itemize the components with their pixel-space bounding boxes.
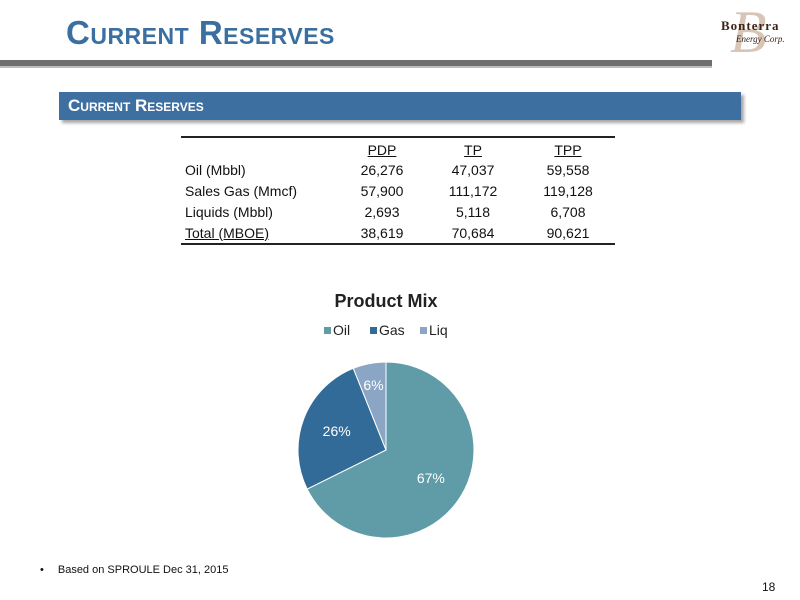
pie-slice-liq [352, 361, 387, 451]
table-cell: 70,684 [425, 222, 521, 245]
logo-subtitle: Energy Corp. [736, 34, 785, 44]
pie-slice-oil [306, 361, 475, 539]
legend-label-oil: Oil [333, 322, 350, 338]
section-heading: Current Reserves [68, 96, 204, 115]
legend-label-liq: Liq [429, 322, 448, 338]
pie-slice-labels: 67% 26% 6% [323, 377, 445, 486]
pie-slice-gas [297, 367, 387, 490]
product-mix-pie-chart: Product Mix Oil Gas Liq 67% 26% 6% [297, 291, 475, 539]
pie-slices [297, 361, 475, 539]
slice-label-oil: 67% [417, 470, 445, 486]
table-cell: 47,037 [451, 161, 495, 178]
table-cell: 111,172 [448, 182, 498, 199]
slice-label-liq: 6% [363, 377, 383, 393]
chart-title: Product Mix [334, 291, 437, 311]
footnote: • Based on SPROULE Dec 31, 2015 [40, 564, 228, 576]
table-cell: 90,621 [521, 222, 615, 245]
footnote-text: Based on SPROULE Dec 31, 2015 [57, 564, 229, 576]
row-label: Sales Gas (Mmcf) [185, 182, 298, 199]
slice-label-gas: 26% [323, 423, 351, 439]
legend-swatch-oil [324, 327, 331, 334]
table-cell: 5,118 [456, 203, 490, 220]
title-rule-shadow [0, 66, 712, 68]
logo-name: Bonterra [721, 18, 780, 33]
table-cell: 26,276 [360, 161, 404, 178]
legend-label-gas: Gas [379, 322, 405, 338]
table-cell: 59,558 [546, 161, 590, 178]
row-label: Total (MBOE) [181, 222, 339, 245]
row-label: Liquids (Mbbl) [185, 203, 273, 220]
table-cell: 2,693 [364, 203, 400, 220]
table-header-cell: PDP [339, 136, 425, 159]
table-cell: 57,900 [360, 182, 404, 199]
bonterra-logo: B Bonterra Energy Corp. [712, 0, 794, 65]
table-header-cell [181, 136, 339, 159]
chart-legend: Oil Gas Liq [324, 322, 448, 338]
table-row: Liquids (Mbbl) 2,693 5,118 6,708 [181, 201, 615, 222]
table-row: Sales Gas (Mmcf) 57,900 111,172 119,128 [181, 180, 615, 201]
reserves-table: PDP TP TPP Oil (Mbbl) 26,276 47,037 59,5… [181, 136, 615, 245]
table-cell: 119,128 [543, 182, 593, 199]
title-rule [0, 60, 712, 66]
legend-swatch-liq [420, 327, 427, 334]
section-heading-bar: Current Reserves [59, 92, 741, 120]
table-header-cell: TP [425, 136, 521, 159]
logo-mark: B [730, 0, 767, 65]
table-cell: 6,708 [550, 203, 586, 220]
table-header-cell: TPP [521, 136, 615, 159]
table-header-row: PDP TP TPP [181, 136, 615, 159]
slide-title: Current Reserves [66, 14, 335, 51]
row-label: Oil (Mbbl) [185, 161, 246, 178]
table-row: Oil (Mbbl) 26,276 47,037 59,558 [181, 159, 615, 180]
legend-swatch-gas [370, 327, 377, 334]
table-row-total: Total (MBOE) 38,619 70,684 90,621 [181, 222, 615, 245]
table-cell: 38,619 [339, 222, 425, 245]
bullet-icon: • [40, 564, 44, 576]
page-number: 18 [762, 580, 776, 594]
